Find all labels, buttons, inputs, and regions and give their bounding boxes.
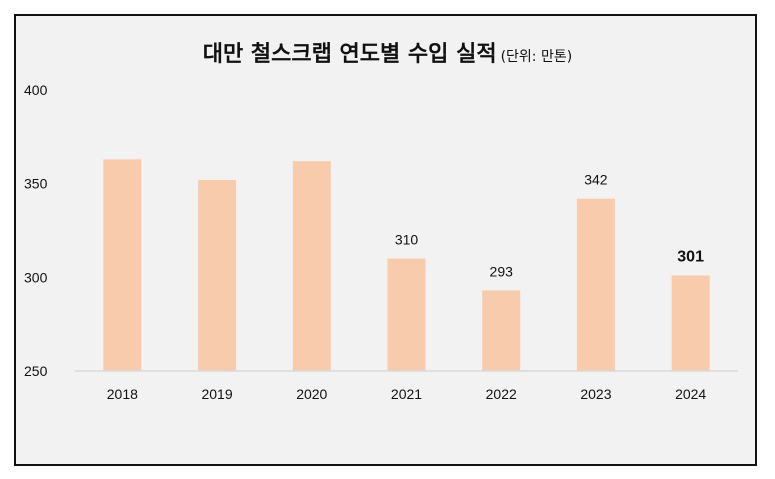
chart-title: 대만 철스크랩 연도별 수입 실적 (202, 42, 497, 67)
x-tick-label: 2018 (107, 386, 138, 402)
bar (576, 198, 615, 371)
x-tick-label: 2023 (580, 386, 611, 402)
y-tick-label: 350 (24, 176, 48, 192)
data-label: 310 (395, 232, 419, 248)
x-tick-label: 2019 (201, 386, 232, 402)
y-tick-label: 400 (24, 82, 48, 98)
x-tick-label: 2024 (675, 386, 706, 402)
data-label: 342 (584, 172, 608, 188)
x-tick-label: 2021 (391, 386, 422, 402)
bar (103, 159, 142, 371)
bar (671, 275, 710, 371)
data-label: 293 (490, 263, 514, 279)
y-tick-label: 250 (24, 363, 48, 379)
data-label: 301 (677, 248, 704, 265)
y-tick-label: 300 (24, 269, 48, 285)
x-tick-label: 2022 (486, 386, 517, 402)
bar (198, 179, 237, 371)
chart-unit-note: (단위: 만톤) (500, 49, 573, 65)
bar (482, 290, 521, 371)
bar (292, 161, 331, 371)
x-tick-label: 2020 (296, 386, 327, 402)
bar (387, 258, 426, 371)
chart-title-block: 대만 철스크랩 연도별 수입 실적 (단위: 만톤) (0, 36, 775, 68)
